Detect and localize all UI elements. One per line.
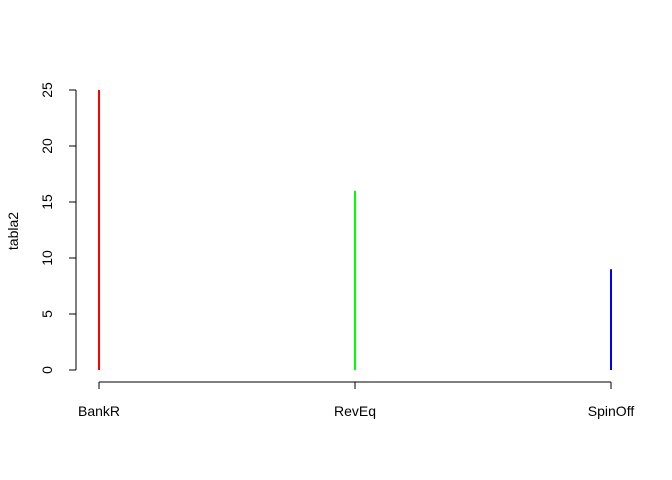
y-tick-label: 25 <box>39 82 55 98</box>
y-tick-label: 15 <box>39 194 55 210</box>
y-axis-title: tabla2 <box>5 212 21 250</box>
y-tick-label: 0 <box>39 366 55 374</box>
y-axis: 0 5 10 15 20 25 <box>39 82 77 374</box>
x-tick-label: RevEq <box>334 403 376 419</box>
x-tick-label: SpinOff <box>588 403 635 419</box>
bars <box>98 90 612 370</box>
y-tick-label: 10 <box>39 250 55 266</box>
x-tick-label: BankR <box>78 403 120 419</box>
y-tick-label: 5 <box>39 310 55 318</box>
y-tick-label: 20 <box>39 138 55 154</box>
x-axis: BankR RevEq SpinOff <box>78 381 635 419</box>
